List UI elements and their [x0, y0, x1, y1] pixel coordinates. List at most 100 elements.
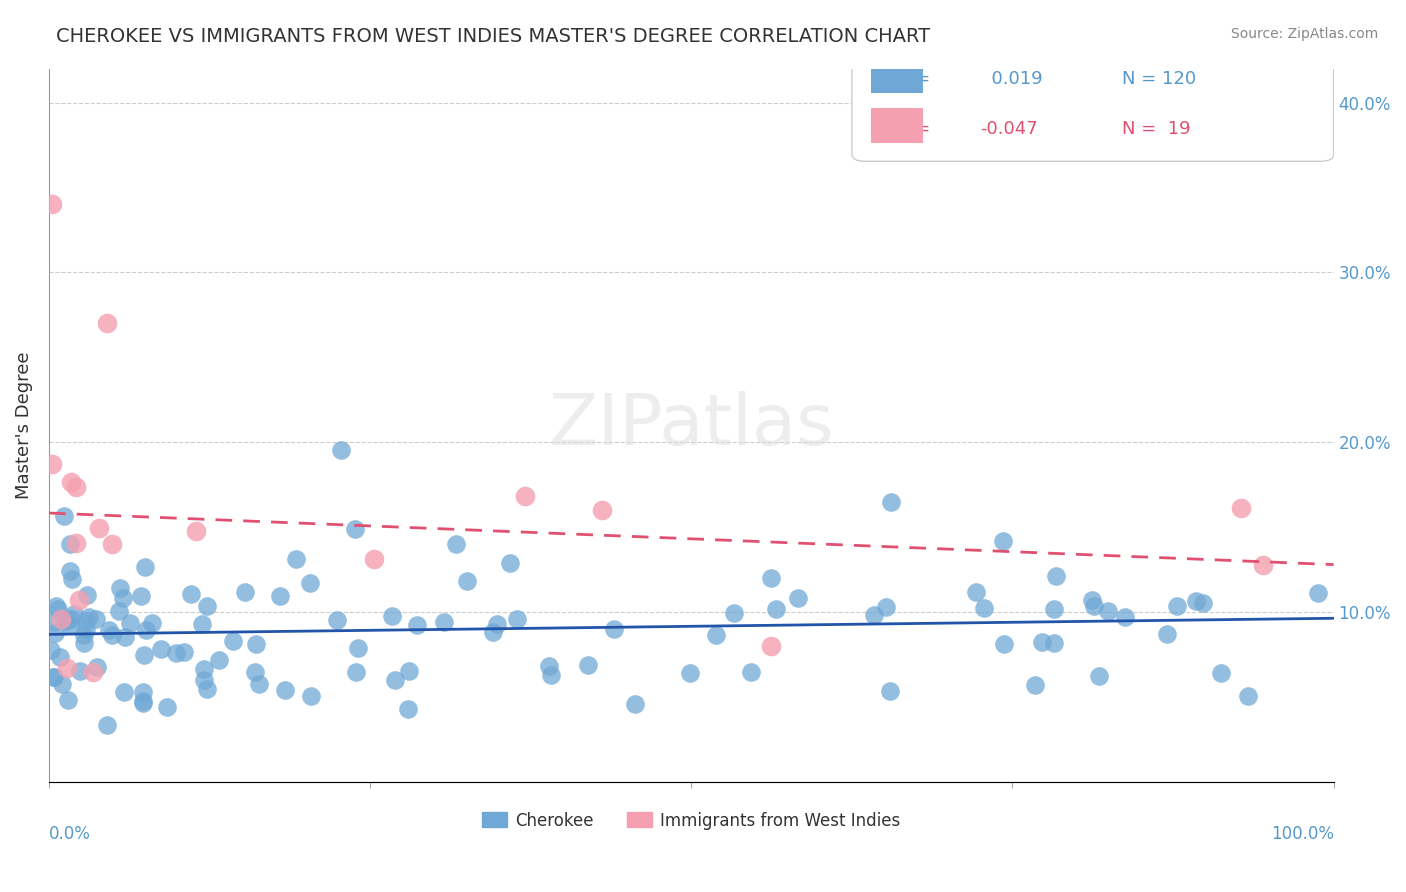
Point: [65, 536, 87, 550]
Point: [406, 618, 429, 632]
Bar: [872, 108, 922, 144]
Point: [53, 509, 76, 524]
Point: [1097, 604, 1119, 618]
Point: [73, 628, 96, 642]
Text: R =: R =: [897, 70, 931, 88]
Point: [1043, 601, 1066, 615]
Point: [195, 599, 218, 614]
Point: [233, 585, 256, 599]
Point: [67, 592, 90, 607]
Point: [41, 457, 63, 471]
Point: [60, 572, 83, 586]
Point: [193, 662, 215, 676]
Point: [879, 683, 901, 698]
Point: [86, 660, 108, 674]
Point: [48, 601, 70, 615]
Point: [132, 693, 155, 707]
Y-axis label: Master's Degree: Master's Degree: [15, 351, 32, 499]
Text: 0.0%: 0.0%: [49, 825, 91, 843]
Point: [993, 637, 1015, 651]
Point: [55, 612, 77, 626]
Legend: Cherokee, Immigrants from West Indies: Cherokee, Immigrants from West Indies: [474, 804, 910, 838]
Point: [48, 650, 70, 665]
Point: [60, 612, 83, 626]
Point: [180, 587, 202, 601]
Point: [129, 589, 152, 603]
Point: [1156, 627, 1178, 641]
Text: CHEROKEE VS IMMIGRANTS FROM WEST INDIES MASTER'S DEGREE CORRELATION CHART: CHEROKEE VS IMMIGRANTS FROM WEST INDIES …: [56, 27, 931, 45]
Point: [69, 664, 91, 678]
Point: [245, 637, 267, 651]
Point: [112, 591, 135, 605]
Point: [108, 604, 131, 618]
Point: [131, 685, 153, 699]
Point: [723, 607, 745, 621]
Point: [396, 702, 419, 716]
Point: [134, 559, 156, 574]
Point: [576, 657, 599, 672]
Point: [58, 537, 80, 551]
Point: [591, 503, 613, 517]
Point: [39, 643, 62, 657]
Point: [59, 618, 82, 632]
Point: [1024, 678, 1046, 692]
Point: [381, 608, 404, 623]
Point: [1191, 597, 1213, 611]
Point: [398, 664, 420, 678]
Point: [787, 591, 810, 605]
Point: [1083, 599, 1105, 614]
Point: [96, 317, 118, 331]
Point: [44, 626, 66, 640]
Point: [1306, 586, 1329, 600]
Point: [56, 693, 79, 707]
Point: [42, 670, 65, 684]
Point: [456, 574, 478, 588]
Point: [326, 614, 349, 628]
Point: [1088, 668, 1111, 682]
Point: [108, 581, 131, 595]
Text: R =: R =: [897, 120, 931, 138]
Bar: [872, 58, 922, 94]
Point: [1251, 558, 1274, 573]
Point: [444, 537, 467, 551]
Point: [1229, 500, 1251, 515]
Point: [1045, 569, 1067, 583]
Point: [75, 622, 97, 636]
Point: [515, 489, 537, 503]
Point: [761, 571, 783, 585]
Point: [973, 601, 995, 615]
Point: [540, 667, 562, 681]
Text: 0.019: 0.019: [980, 70, 1043, 88]
Point: [433, 615, 456, 629]
Point: [506, 612, 529, 626]
Point: [49, 612, 72, 626]
Point: [1043, 636, 1066, 650]
Point: [704, 628, 727, 642]
Point: [41, 197, 63, 211]
Point: [603, 623, 626, 637]
Point: [284, 552, 307, 566]
Point: [875, 599, 897, 614]
Point: [298, 575, 321, 590]
Point: [76, 588, 98, 602]
Point: [624, 697, 647, 711]
Point: [991, 533, 1014, 548]
Point: [55, 614, 77, 628]
Point: [1166, 599, 1188, 614]
Point: [97, 623, 120, 637]
Point: [173, 645, 195, 659]
Point: [347, 641, 370, 656]
Point: [41, 670, 63, 684]
Point: [184, 524, 207, 538]
Point: [195, 681, 218, 696]
Point: [740, 665, 762, 679]
Text: -0.047: -0.047: [980, 120, 1038, 138]
Point: [96, 717, 118, 731]
Point: [75, 614, 97, 628]
Point: [79, 610, 101, 624]
Point: [134, 648, 156, 662]
Point: [65, 479, 87, 493]
Point: [62, 607, 84, 622]
Point: [221, 633, 243, 648]
Point: [208, 653, 231, 667]
